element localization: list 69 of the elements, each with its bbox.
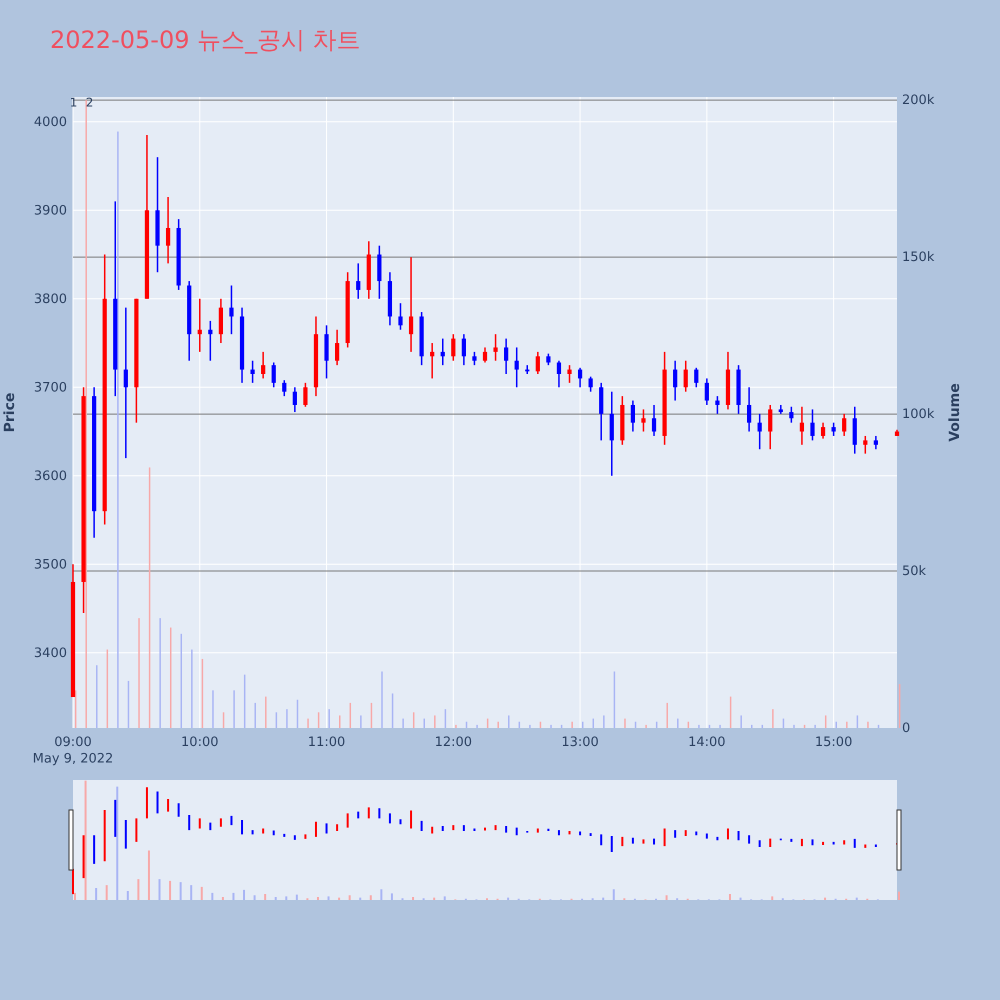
candlestick — [282, 379, 286, 397]
candlestick — [630, 400, 636, 432]
candlestick — [462, 333, 466, 366]
x-tick-label: 10:00 — [181, 735, 219, 750]
candlestick — [334, 329, 340, 366]
candlestick — [546, 352, 550, 366]
x-tick-label: 12:00 — [434, 735, 472, 750]
y-axis-title: Price — [2, 392, 18, 432]
candlestick — [272, 362, 276, 388]
x-tick-label: 13:00 — [561, 735, 599, 750]
candlestick — [430, 342, 434, 380]
candlestick — [493, 333, 498, 362]
candlestick — [758, 413, 762, 450]
y2-tick-label: 100k — [902, 407, 935, 422]
y-tick-label: 3400 — [34, 646, 67, 661]
candlestick — [768, 404, 772, 450]
candlestick — [746, 386, 752, 432]
y2-tick-label: 150k — [902, 250, 935, 266]
y-tick-label: 3700 — [34, 380, 67, 396]
y2-tick-label: 50k — [902, 564, 927, 580]
candlestick — [694, 367, 698, 388]
candlestick — [166, 196, 170, 264]
candlestick — [440, 338, 445, 366]
candlestick — [684, 360, 688, 392]
candlestick — [715, 395, 720, 415]
candlestick — [250, 360, 255, 384]
x-tick-label: 14:00 — [688, 735, 726, 750]
candlestick — [832, 422, 836, 437]
candlestick — [578, 367, 582, 388]
candlestick — [198, 298, 202, 353]
candlestick — [124, 306, 128, 459]
y2-tick-label: 0 — [902, 721, 910, 736]
y2-axis-title: Volume — [947, 383, 963, 442]
y-tick-label: 3500 — [34, 557, 67, 572]
candlestick — [810, 408, 815, 442]
candlestick — [800, 406, 804, 446]
chart-title: 2022-05-09 뉴스_공시 차트 — [50, 26, 361, 54]
candlestick — [842, 413, 846, 437]
candlestick — [789, 406, 794, 424]
candlestick — [408, 256, 414, 353]
candlestick — [292, 386, 297, 413]
candlestick — [874, 435, 878, 450]
candlestick — [652, 404, 656, 437]
candlestick — [398, 302, 403, 331]
y2-tick-label: 200k — [902, 93, 935, 108]
candlestick — [229, 284, 234, 335]
y-tick-label: 4000 — [34, 114, 67, 130]
candlestick — [673, 360, 678, 402]
x-tick-label: 11:00 — [308, 735, 346, 750]
candlestick — [704, 378, 709, 406]
x-tick-label: 09:00 May 9, 2022 — [32, 735, 114, 766]
candlestick — [820, 422, 826, 440]
candlestick — [303, 382, 308, 408]
candlestick — [208, 320, 212, 362]
candlestick — [588, 376, 593, 392]
candlestick — [514, 346, 519, 388]
candlestick — [482, 346, 488, 364]
candlestick — [356, 262, 360, 300]
candlestick — [451, 333, 456, 362]
x-tick-label: 15:00 — [814, 735, 852, 750]
candlestick — [536, 351, 540, 375]
y-tick-label: 3800 — [34, 292, 67, 307]
y-tick-label: 3900 — [34, 203, 67, 218]
y-tick-label: 3600 — [34, 468, 67, 484]
candlestick — [863, 435, 868, 454]
candlestick — [261, 351, 266, 380]
candlestick — [504, 338, 508, 375]
candlestick — [556, 360, 562, 388]
candlestick — [567, 364, 572, 384]
